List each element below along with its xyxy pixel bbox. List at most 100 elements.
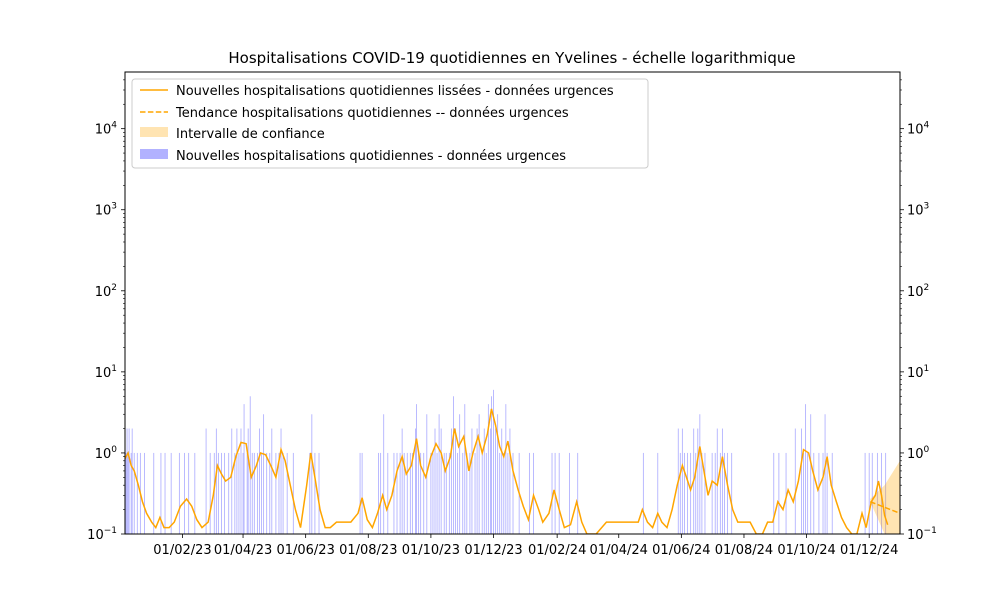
daily-hospitalisation-bar [217,452,219,534]
x-tick-label: 01/10/24 [777,543,835,558]
daily-hospitalisation-bar [269,452,271,534]
daily-hospitalisation-bar [160,452,162,534]
daily-hospitalisation-bar [249,396,251,534]
smoothed-hospitalisation-line [125,408,889,534]
daily-hospitalisation-bar [462,452,464,534]
daily-hospitalisation-bar [234,452,236,534]
bar-series [125,389,887,534]
daily-hospitalisation-bar [690,452,692,534]
x-tick-label: 01/06/23 [276,543,334,558]
daily-hospitalisation-bar [130,452,132,534]
daily-hospitalisation-bar [278,452,280,534]
daily-hospitalisation-bar [275,452,277,534]
daily-hospitalisation-bar [231,428,233,534]
x-tick-label: 01/04/23 [214,543,272,558]
daily-hospitalisation-bar [126,428,128,534]
daily-hospitalisation-bar [423,452,425,534]
daily-hospitalisation-bar [378,452,379,534]
x-tick-label: 01/06/24 [652,543,710,558]
daily-hospitalisation-bar [194,452,196,534]
daily-hospitalisation-bar [228,452,230,534]
y-tick-label-right: 100 [907,445,930,462]
daily-hospitalisation-bar [282,452,284,534]
daily-hospitalisation-bar [411,452,413,534]
x-tick-label: 01/10/23 [402,543,460,558]
daily-hospitalisation-bar [826,452,828,534]
daily-hospitalisation-bar [697,428,699,534]
daily-hospitalisation-bar [215,428,217,534]
daily-hospitalisation-bar [263,414,265,534]
plot-frame [124,71,901,535]
daily-hospitalisation-bar [380,452,382,534]
daily-hospitalisation-bar [727,452,728,534]
daily-hospitalisation-bar [487,404,489,534]
y-tick-exponent: 3 [924,202,930,212]
daily-hospitalisation-bar [493,389,494,534]
chart-title: Hospitalisations COVID-19 quotidiennes e… [228,49,795,67]
daily-hospitalisation-bar [415,428,416,534]
daily-hospitalisation-bar [885,452,887,534]
daily-hospitalisation-bar [642,452,644,534]
daily-hospitalisation-bar [824,414,826,534]
daily-hospitalisation-bar [466,452,468,534]
daily-hospitalisation-bar [401,428,403,534]
daily-hospitalisation-bar [164,452,166,534]
daily-hospitalisation-bar [153,452,155,534]
legend-box [131,78,649,169]
daily-hospitalisation-bar [831,452,833,534]
x-tick-label: 01/04/24 [590,543,648,558]
daily-hospitalisation-bar [131,428,133,534]
daily-hospitalisation-bar [503,452,505,534]
daily-hospitalisation-bar [238,452,240,534]
confidence-band [870,460,900,534]
x-tick-label: 01/02/24 [528,543,586,558]
daily-hospitalisation-bar [509,428,511,534]
daily-hospitalisation-bar [188,452,190,534]
daily-hospitalisation-bar [483,428,485,534]
y-tick-label-right: 104 [907,121,930,138]
legend-label-trend: Tendance hospitalisations quotidiennes -… [175,106,569,121]
daily-hospitalisation-bar [711,452,713,534]
daily-hospitalisation-bar [261,452,262,534]
daily-hospitalisation-bar [687,452,688,534]
daily-hospitalisation-bar [807,452,809,534]
legend-swatch-daily-bars [140,149,168,159]
y-tick-label-right: 102 [907,283,929,300]
daily-hospitalisation-bar [805,404,807,534]
daily-hospitalisation-bar [144,452,145,534]
daily-hospitalisation-bar [443,452,445,534]
daily-hospitalisation-bar [512,452,514,534]
y-tick-label-left: 102 [95,283,117,300]
legend-label-daily: Nouvelles hospitalisations quotidiennes … [176,149,566,164]
daily-hospitalisation-bar [383,414,385,534]
daily-hospitalisation-bar [430,452,432,534]
legend-swatch-confidence [140,127,168,137]
y-tick-label-left: 10−1 [87,526,117,543]
daily-hospitalisation-bar [416,404,417,534]
daily-hospitalisation-bar [209,452,211,534]
y-tick-exponent: 1 [111,364,117,374]
daily-hospitalisation-bar [497,414,499,534]
daily-hospitalisation-bar [569,452,570,534]
daily-hospitalisation-bar [785,452,787,534]
daily-hospitalisation-bar [314,452,316,534]
daily-hospitalisation-bar [271,428,273,534]
daily-hospitalisation-bar [507,452,509,534]
daily-hospitalisation-bar [396,452,398,534]
daily-hospitalisation-bar [445,452,447,534]
daily-hospitalisation-bar [432,452,434,534]
daily-hospitalisation-bar [136,452,138,534]
daily-hospitalisation-bar [133,452,135,534]
daily-hospitalisation-bar [469,452,471,534]
daily-hospitalisation-bar [205,428,207,534]
daily-hospitalisation-bar [489,428,491,534]
daily-hospitalisation-bar [311,414,313,534]
daily-hospitalisation-bar [657,452,659,534]
daily-hospitalisation-bar [318,452,320,534]
daily-hospitalisation-bar [309,452,311,534]
daily-hospitalisation-bar [170,452,172,534]
daily-hospitalisation-bar [681,428,683,534]
daily-hospitalisation-bar [478,414,480,534]
daily-hospitalisation-bar [818,452,820,534]
